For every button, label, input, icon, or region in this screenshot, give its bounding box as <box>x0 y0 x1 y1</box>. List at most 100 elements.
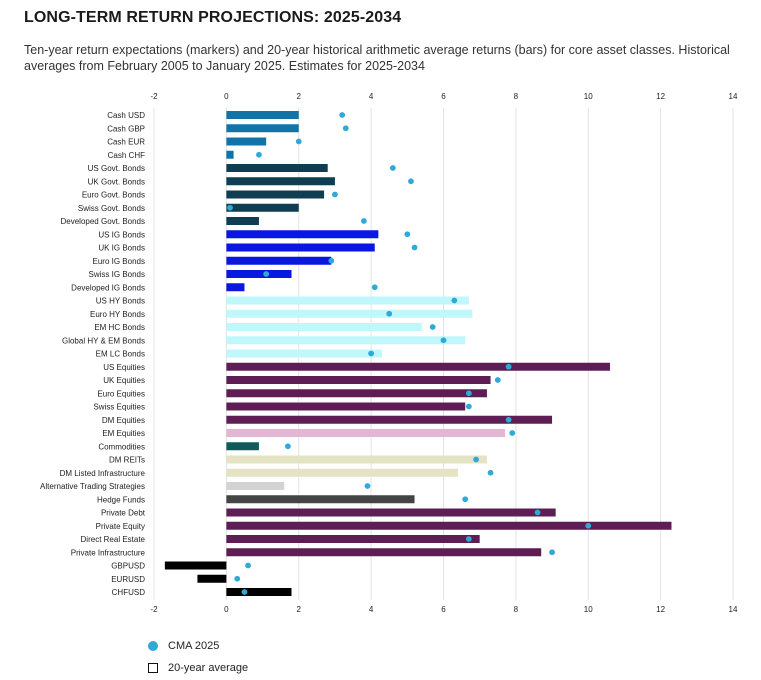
cma-markers <box>227 112 592 595</box>
cma-marker <box>227 204 233 211</box>
category-label: Developed Govt. Bonds <box>61 217 146 226</box>
x-tick-label-bottom: 4 <box>369 605 374 614</box>
category-label: CHFUSD <box>112 588 146 597</box>
category-label: Direct Real Estate <box>81 535 146 544</box>
category-label: Private Debt <box>101 509 146 518</box>
cma-marker <box>386 310 393 317</box>
x-tick-label-bottom: -2 <box>150 605 158 614</box>
cma-marker <box>328 257 335 264</box>
x-tick-label-top: 0 <box>224 92 229 101</box>
x-tick-label-bottom: 6 <box>441 605 446 614</box>
cma-marker <box>505 363 512 370</box>
cma-marker <box>473 456 479 463</box>
cma-marker <box>295 138 302 145</box>
average-bar <box>226 521 672 530</box>
category-label: Cash GBP <box>107 124 145 133</box>
average-bar <box>226 349 382 358</box>
cma-marker <box>451 297 458 304</box>
x-tick-label-top: 6 <box>441 92 446 101</box>
x-tick-label-top: 10 <box>584 92 593 101</box>
average-bar <box>226 455 487 464</box>
cma-marker <box>368 350 375 357</box>
category-label: EM HC Bonds <box>94 323 145 332</box>
category-label: Swiss IG Bonds <box>89 270 145 279</box>
category-label: Swiss Govt. Bonds <box>78 204 145 213</box>
average-bar <box>226 402 466 411</box>
category-label: US HY Bonds <box>96 297 145 306</box>
average-bar <box>226 468 458 477</box>
cma-marker <box>534 509 541 516</box>
x-tick-label-bottom: 12 <box>656 605 665 614</box>
average-bar <box>164 561 227 570</box>
legend-box-icon <box>148 663 158 673</box>
category-label: DM REITs <box>109 456 145 465</box>
average-bar <box>226 150 234 159</box>
category-label: Swiss Equities <box>93 403 145 412</box>
x-tick-label-bottom: 14 <box>729 605 738 614</box>
average-bar <box>226 177 335 186</box>
average-bar <box>226 296 469 305</box>
cma-marker <box>585 522 592 529</box>
cma-marker <box>465 390 472 397</box>
cma-marker <box>462 496 469 503</box>
category-label: Alternative Trading Strategies <box>40 482 145 491</box>
cma-marker <box>256 151 262 158</box>
category-labels: Cash USD Cash GBP Cash EUR Cash CHF US Govt.… <box>40 111 146 597</box>
average-bar <box>226 111 299 119</box>
average-bar <box>226 508 556 517</box>
chart-subtitle: Ten-year return expectations (markers) a… <box>24 43 730 73</box>
category-label: UK Govt. Bonds <box>88 177 145 186</box>
average-bar <box>226 535 480 543</box>
legend-item-average: 20-year average <box>148 658 248 678</box>
average-bar <box>226 283 245 292</box>
category-label: Global HY & EM Bonds <box>62 336 145 345</box>
average-bar <box>226 243 375 252</box>
average-bar <box>226 588 292 596</box>
average-bar <box>226 124 299 133</box>
grid-lines <box>153 108 734 600</box>
category-label: Euro Equities <box>97 389 145 398</box>
legend-marker-icon <box>148 641 158 651</box>
cma-marker <box>465 403 472 410</box>
category-label: Commodities <box>98 442 145 451</box>
cma-marker <box>342 125 349 132</box>
x-tick-label-top: 14 <box>729 92 738 101</box>
average-bar <box>226 376 491 384</box>
average-bar <box>226 309 473 318</box>
average-bar <box>226 270 292 278</box>
cma-marker <box>487 469 494 476</box>
cma-marker <box>339 112 346 118</box>
average-bar <box>226 548 542 557</box>
x-tick-label-bottom: 0 <box>224 605 229 614</box>
cma-marker <box>371 284 378 291</box>
bottom-axis-ticks: -2 0 2 4 6 8 10 12 14 <box>150 605 738 614</box>
average-bar <box>226 362 610 371</box>
cma-marker <box>509 430 516 436</box>
cma-marker <box>284 443 291 450</box>
category-label: EM Equities <box>102 429 145 438</box>
category-label: UK Equities <box>103 376 145 385</box>
average-bar <box>226 256 332 265</box>
average-bar <box>226 230 379 239</box>
category-label: US Govt. Bonds <box>88 164 145 173</box>
x-tick-label-top: 2 <box>297 92 302 101</box>
average-bar <box>226 415 553 424</box>
cma-marker <box>429 324 436 330</box>
cma-marker <box>549 549 555 556</box>
average-bar <box>226 482 285 490</box>
cma-marker <box>404 231 411 238</box>
category-label: Cash EUR <box>107 138 145 147</box>
cma-marker <box>263 271 270 277</box>
cma-marker <box>494 377 501 383</box>
top-axis-ticks: -2 0 2 4 6 8 10 12 14 <box>150 92 738 101</box>
average-bar <box>226 442 259 451</box>
average-bar <box>226 429 506 437</box>
category-label: Euro IG Bonds <box>93 257 145 266</box>
cma-marker <box>389 165 396 171</box>
cma-marker <box>245 562 251 569</box>
average-bar <box>226 495 415 504</box>
category-label: Private Infrastructure <box>71 548 146 557</box>
category-label: DM Equities <box>102 416 145 425</box>
category-label: UK IG Bonds <box>98 244 145 253</box>
cma-marker <box>505 416 512 423</box>
